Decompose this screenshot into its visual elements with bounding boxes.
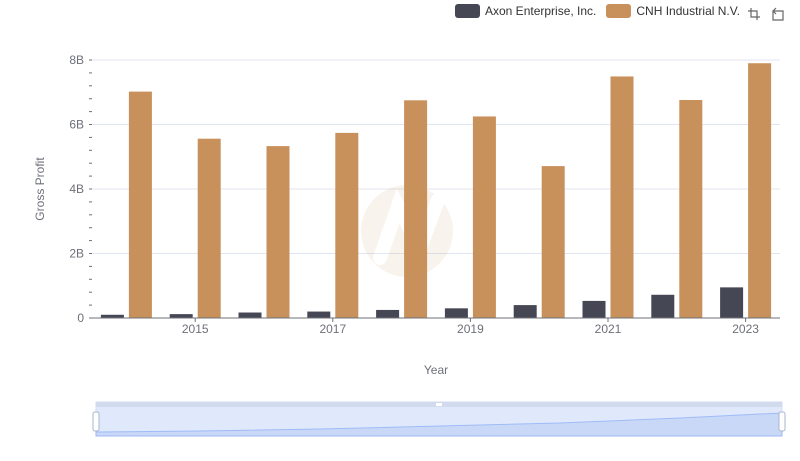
bar-cnh-2019 xyxy=(472,116,496,318)
axes xyxy=(89,59,780,322)
chart-toolbox xyxy=(746,6,794,22)
bar-cnh-2020 xyxy=(541,166,565,318)
bar-cnh-2022 xyxy=(679,99,703,319)
data-zoom-preview-line xyxy=(95,412,783,437)
data-zoom-handle-center[interactable] xyxy=(436,403,442,406)
y-tick-label: 2B xyxy=(69,247,84,261)
bar-axon-2019 xyxy=(444,308,468,318)
bar-axon-2015 xyxy=(169,314,193,318)
x-tick-label: 2019 xyxy=(457,322,484,336)
y-tick-label: 4B xyxy=(69,182,84,196)
bar-axon-2021 xyxy=(582,300,606,318)
bar-cnh-2023 xyxy=(748,63,772,318)
bar-axon-2018 xyxy=(376,309,400,318)
chart-legend: Axon Enterprise, Inc. CNH Industrial N.V… xyxy=(455,4,750,18)
data-zoom-handle-left[interactable] xyxy=(92,411,100,432)
bar-cnh-2017 xyxy=(335,132,359,318)
bar-axon-2023 xyxy=(720,287,744,318)
x-axis-tick-labels: 2015 2017 2019 2021 2023 xyxy=(182,322,759,336)
y-axis-title: Gross Profit xyxy=(33,157,47,221)
x-tick-label: 2017 xyxy=(319,322,346,336)
x-tick-label: 2023 xyxy=(732,322,759,336)
legend-label-cnh: CNH Industrial N.V. xyxy=(636,4,740,18)
legend-label-axon: Axon Enterprise, Inc. xyxy=(485,4,597,18)
x-tick-label: 2021 xyxy=(595,322,622,336)
legend-swatch-cnh xyxy=(606,4,632,18)
bar-cnh-2018 xyxy=(404,100,428,318)
bar-cnh-2021 xyxy=(610,76,634,318)
zoom-reset-icon[interactable] xyxy=(770,6,786,22)
bar-axon-2020 xyxy=(513,305,537,318)
bar-cnh-2016 xyxy=(266,146,290,318)
x-tick-label: 2015 xyxy=(182,322,209,336)
bar-series xyxy=(100,63,772,319)
data-zoom-slider[interactable] xyxy=(92,401,786,437)
zoom-icon[interactable] xyxy=(746,6,762,22)
y-axis-tick-labels: 0 2B 4B 6B 8B xyxy=(69,53,84,325)
data-zoom-handle-right[interactable] xyxy=(778,411,786,432)
y-tick-label: 8B xyxy=(69,53,84,67)
bar-axon-2022 xyxy=(651,294,675,318)
legend-item-axon[interactable]: Axon Enterprise, Inc. xyxy=(455,4,596,18)
y-tick-label: 0 xyxy=(77,311,84,325)
bar-cnh-2015 xyxy=(197,138,221,318)
bar-axon-2016 xyxy=(238,312,262,318)
y-tick-label: 6B xyxy=(69,118,84,132)
bar-cnh-2014 xyxy=(128,91,152,318)
legend-item-cnh[interactable]: CNH Industrial N.V. xyxy=(606,4,740,18)
legend-swatch-axon xyxy=(455,4,480,18)
x-axis-title: Year xyxy=(424,363,448,377)
bar-axon-2014 xyxy=(100,314,124,318)
bar-axon-2017 xyxy=(307,311,331,318)
